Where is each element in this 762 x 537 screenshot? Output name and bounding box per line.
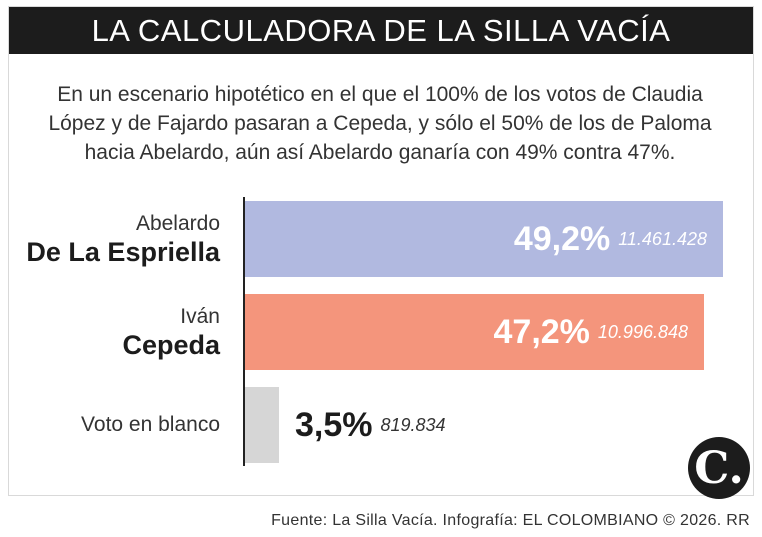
chart-title: LA CALCULADORA DE LA SILLA VACÍA xyxy=(9,7,753,54)
chart-axis-line xyxy=(243,197,245,466)
el-colombiano-logo-icon: C. xyxy=(688,437,750,499)
subtitle-line: hacia Abelardo, aún así Abelardo ganaría… xyxy=(84,141,676,164)
bar-row: Voto en blanco 3,5% 819.834 xyxy=(0,387,762,463)
votes-label: 819.834 xyxy=(380,414,446,435)
subtitle-line: En un escenario hipotético en el que el … xyxy=(57,83,703,106)
percentage-label: 3,5% xyxy=(295,405,373,444)
votes-label: 10.996.848 xyxy=(597,321,688,342)
category-label: Voto en blanco xyxy=(81,387,220,463)
bar xyxy=(245,201,723,277)
bar xyxy=(245,387,279,463)
candidate-last-name: De La Espriella xyxy=(26,236,220,267)
candidate-last-name: Cepeda xyxy=(122,329,220,360)
data-label: 49,2% 11.461.428 xyxy=(514,201,707,277)
bar-row: Abelardo De La Espriella 49,2% 11.461.428 xyxy=(0,201,762,277)
percentage-label: 47,2% xyxy=(493,312,590,351)
chart-subtitle: En un escenario hipotético en el que el … xyxy=(20,80,740,167)
category-name: Voto en blanco xyxy=(81,413,220,436)
source-note: Fuente: La Silla Vacía. Infografía: EL C… xyxy=(271,512,750,529)
percentage-label: 49,2% xyxy=(513,219,611,258)
candidate-first-name: Abelardo xyxy=(135,211,220,235)
category-label: Iván Cepeda xyxy=(122,294,220,370)
bar-row: Iván Cepeda 47,2% 10.996.848 xyxy=(0,294,762,370)
category-label: Abelardo De La Espriella xyxy=(26,201,220,277)
data-label: 47,2% 10.996.848 xyxy=(494,294,689,370)
bar xyxy=(245,294,704,370)
candidate-first-name: Iván xyxy=(180,304,220,328)
data-label: 3,5% 819.834 xyxy=(295,387,446,463)
subtitle-line: López y de Fajardo pasaran a Cepeda, y s… xyxy=(48,112,712,135)
votes-label: 11.461.428 xyxy=(618,228,707,249)
